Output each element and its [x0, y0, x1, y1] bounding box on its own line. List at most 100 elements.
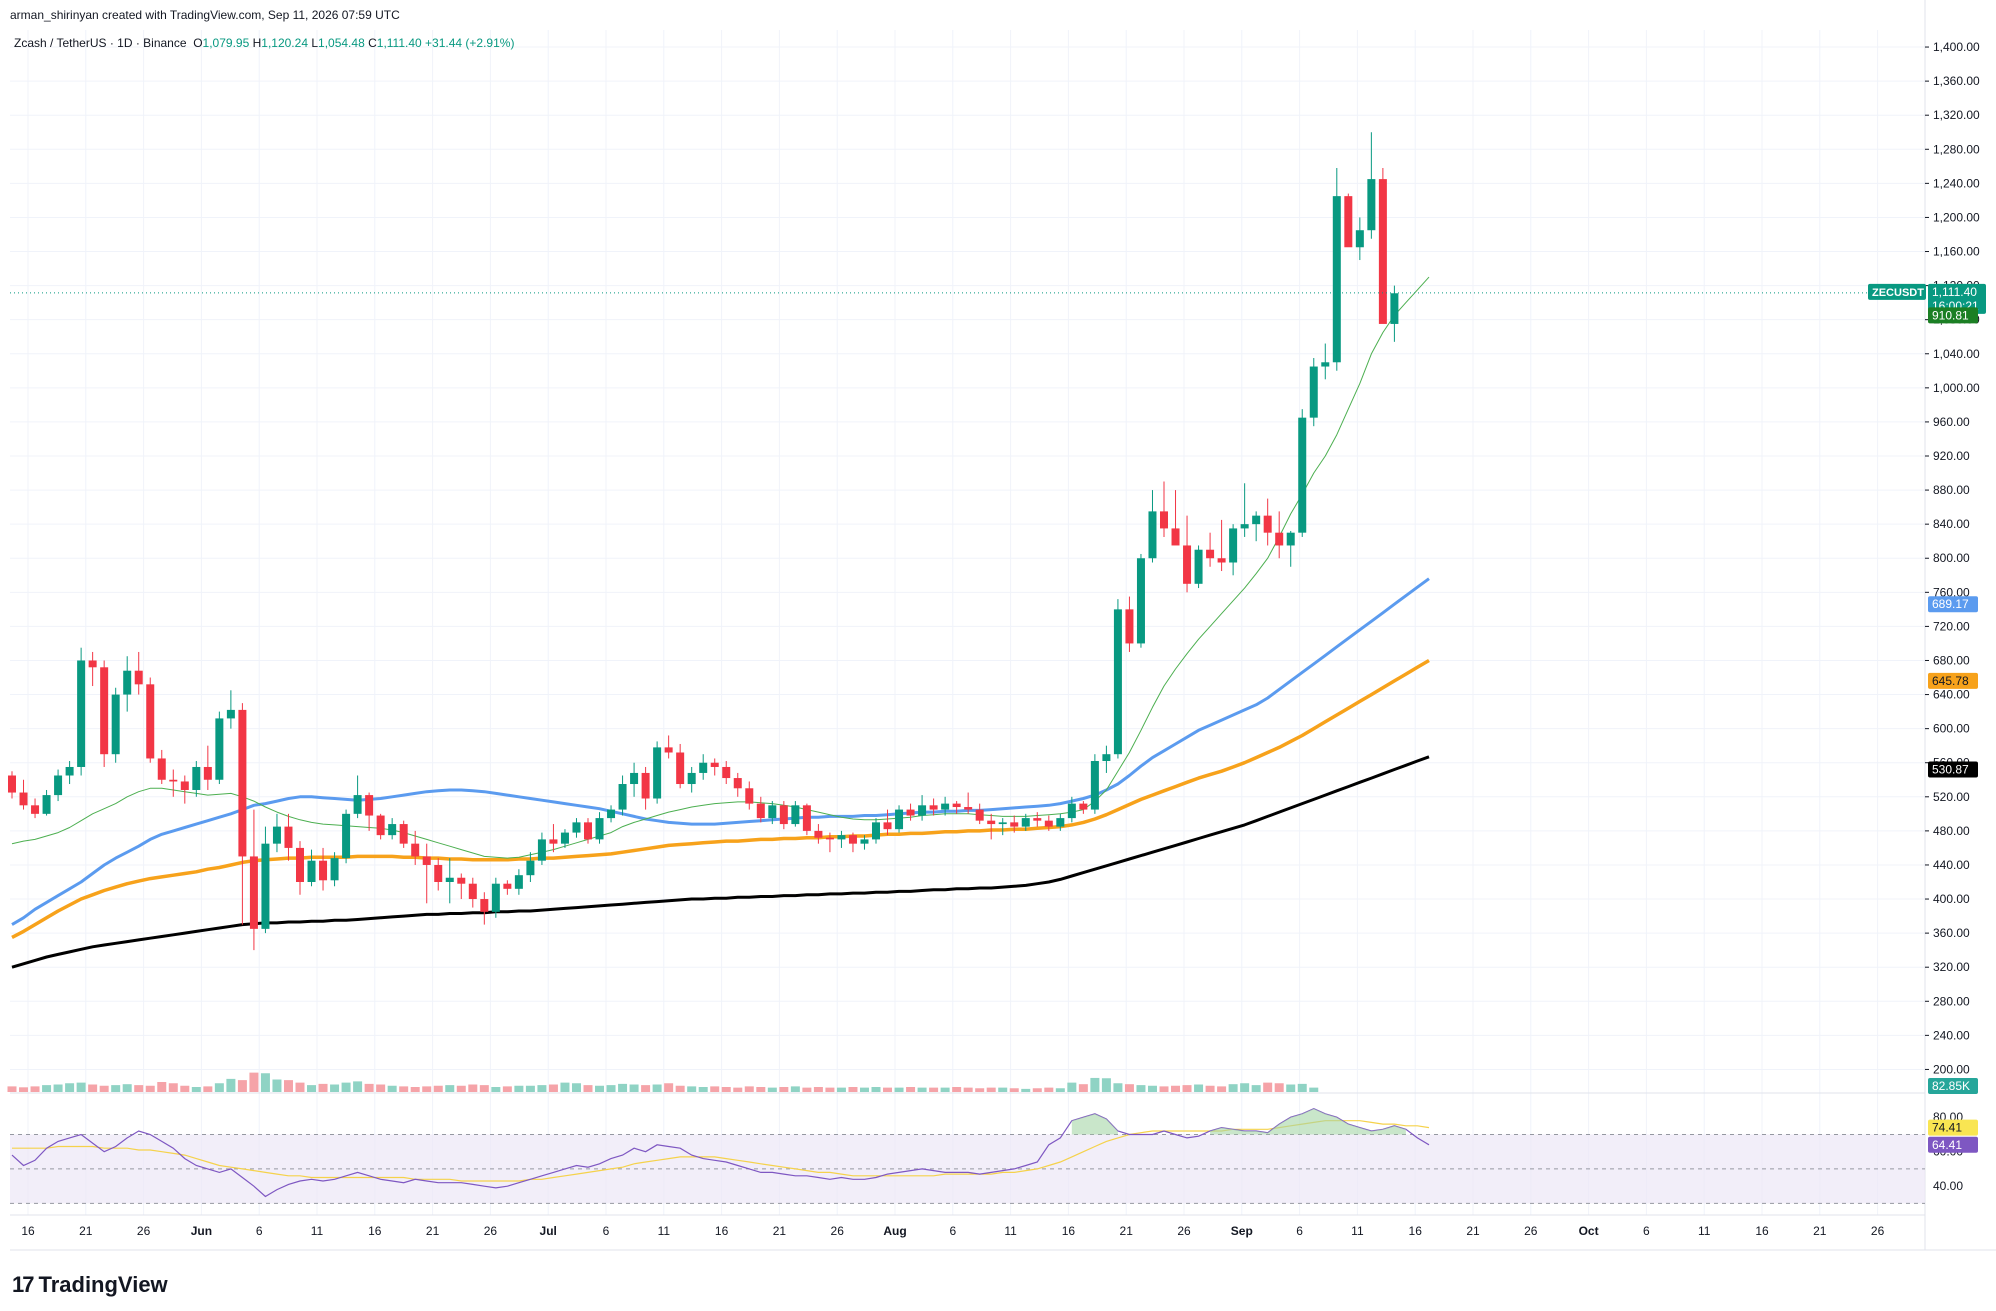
volume-bar	[756, 1087, 766, 1092]
brand-name: TradingView	[38, 1272, 168, 1297]
volume-bar	[157, 1082, 167, 1092]
candle-body	[1090, 761, 1099, 810]
candle-body	[618, 784, 627, 810]
candle-body	[883, 822, 892, 830]
price-tick-label: 400.00	[1933, 892, 1970, 906]
volume-bar	[733, 1087, 743, 1092]
volume-bar	[491, 1087, 501, 1092]
candle-body	[238, 709, 247, 857]
volume-bar	[479, 1085, 489, 1092]
volume-bar	[1055, 1088, 1065, 1092]
volume-bar	[1044, 1087, 1054, 1092]
rsi-ma-tag: 74.41	[1932, 1121, 1962, 1135]
candle-body	[54, 775, 63, 796]
candle-body	[31, 805, 40, 814]
volume-bar	[698, 1087, 708, 1092]
price-tick-label: 720.00	[1933, 619, 1970, 633]
price-tick-label: 640.00	[1933, 688, 1970, 702]
candle-body	[445, 877, 454, 882]
open-label: O	[193, 36, 203, 50]
time-tick-label: 11	[311, 1224, 324, 1238]
candle-body	[537, 839, 546, 861]
candle-body	[653, 747, 662, 799]
volume-bar	[929, 1087, 939, 1092]
price-tick-label: 320.00	[1933, 960, 1970, 974]
candle-body	[779, 805, 788, 825]
candle-body	[895, 809, 904, 830]
candle-body	[710, 762, 719, 767]
time-axis[interactable]: 16 21 26 Jun 6 11 16 21 26 Jul 6 11 16 21 26 Aug 6 11 16 21…	[21, 1224, 1884, 1238]
volume-bar	[88, 1084, 98, 1092]
candle-body	[549, 839, 558, 844]
rsi-line	[11, 1107, 1430, 1198]
change-value: +31.44 (+2.91%)	[425, 36, 515, 50]
volume-bar	[1113, 1083, 1123, 1092]
time-tick-label: 21	[1466, 1224, 1480, 1238]
candle-body	[307, 860, 316, 882]
volume-bar	[537, 1085, 547, 1092]
candle-body	[1194, 549, 1203, 584]
candle-body	[1148, 511, 1157, 559]
volume-bar	[767, 1087, 777, 1092]
volume-bar	[237, 1080, 247, 1092]
volume-bar	[1309, 1087, 1319, 1092]
volume-bar	[445, 1085, 455, 1092]
candle-body	[169, 779, 178, 782]
symbol-title: Zcash / TetherUS · 1D · Binance	[14, 36, 187, 50]
volume-bar	[894, 1087, 904, 1092]
price-tick-label: 360.00	[1933, 926, 1970, 940]
volume-bar	[99, 1085, 109, 1092]
volume-bar	[1090, 1077, 1100, 1092]
rsi-overbought-fill	[1210, 1108, 1406, 1135]
candle-body	[941, 803, 950, 810]
candle-body	[192, 766, 201, 790]
volume-bar	[318, 1083, 328, 1092]
candle-body	[607, 809, 616, 819]
volume-bar	[871, 1087, 881, 1092]
volume-bar	[272, 1079, 282, 1092]
volume-bar	[191, 1087, 201, 1092]
ma-blue-line	[11, 577, 1430, 926]
candle-body	[19, 792, 28, 806]
low-label: L	[311, 36, 319, 50]
time-tick-label: 6	[256, 1224, 263, 1238]
candles[interactable]	[8, 132, 1399, 951]
candle-body	[388, 824, 397, 836]
candle-body	[1240, 524, 1249, 529]
volume-bar	[433, 1085, 443, 1092]
tradingview-brand[interactable]: 17 TradingView	[12, 1272, 168, 1298]
price-axis[interactable]: 80.0060.0040.001,400.001,360.001,320.001…	[1925, 40, 1980, 1193]
volume-bar	[1263, 1082, 1273, 1092]
candle-body	[825, 837, 834, 840]
volume-bar	[468, 1084, 478, 1092]
time-tick-label: 11	[1698, 1224, 1711, 1238]
ma-black-tag: 530.87	[1932, 763, 1969, 777]
volume-bar	[53, 1084, 63, 1092]
candle-body	[722, 766, 731, 779]
volume-bar	[790, 1086, 800, 1092]
price-tick-label: 1,360.00	[1933, 74, 1980, 88]
high-label: H	[252, 36, 262, 50]
candle-body	[860, 839, 869, 844]
volume-bar	[883, 1087, 893, 1092]
volume-bar	[1067, 1082, 1077, 1092]
volume-bar	[583, 1085, 593, 1092]
time-tick-label: 11	[1004, 1224, 1017, 1238]
time-tick-label: 6	[603, 1224, 610, 1238]
open-value: 1,079.95	[202, 36, 250, 50]
time-tick-label: 6	[1643, 1224, 1650, 1238]
credit-line: arman_shirinyan created with TradingView…	[10, 8, 400, 22]
candle-body	[353, 795, 362, 814]
candle-body	[180, 781, 189, 790]
candle-body	[1033, 818, 1042, 821]
candle-body	[814, 830, 823, 838]
volume-bar	[111, 1085, 121, 1092]
candle-body	[411, 843, 420, 857]
price-tick-label: 1,040.00	[1933, 347, 1980, 361]
price-labels: ZECUSDT 1,111.4016:00:21910.81689.17645.7…	[1868, 283, 1986, 1153]
candle-body	[42, 795, 51, 814]
candle-body	[399, 824, 408, 844]
candle-body	[284, 826, 293, 848]
volume-bar	[7, 1086, 17, 1092]
